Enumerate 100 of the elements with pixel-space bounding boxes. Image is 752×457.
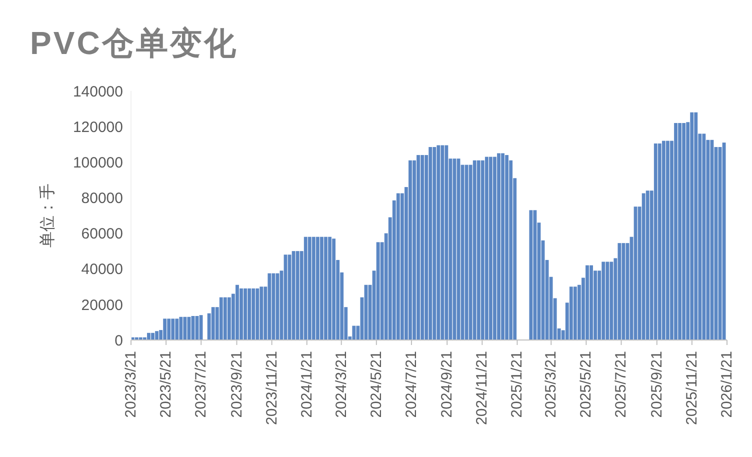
- x-tick-label: 2024/9/21: [438, 351, 456, 418]
- x-tick-label: 2024/3/21: [332, 351, 350, 418]
- bar: [702, 134, 706, 340]
- bar: [167, 318, 171, 340]
- bar: [248, 288, 252, 340]
- x-tick-label: 2025/7/21: [612, 351, 630, 418]
- bar: [288, 254, 292, 340]
- bar: [690, 112, 694, 340]
- bar: [501, 153, 504, 340]
- bar: [308, 236, 312, 340]
- y-tick-label: 100000: [72, 154, 123, 172]
- bar: [211, 307, 215, 340]
- bar: [268, 273, 272, 340]
- y-tick-label: 40000: [81, 261, 123, 278]
- bar: [304, 236, 308, 340]
- bar: [440, 145, 444, 340]
- bar: [324, 236, 328, 340]
- x-tick-label: 2024/11/21: [474, 351, 491, 425]
- bar: [642, 193, 646, 340]
- chart-title: PVC仓单变化: [30, 24, 238, 63]
- bar: [590, 265, 593, 340]
- bar: [654, 143, 658, 340]
- bar: [163, 318, 167, 340]
- bar: [529, 210, 533, 340]
- y-axis-title: 单位：手: [38, 184, 57, 248]
- x-tick-label: 2025/11/21: [683, 351, 700, 425]
- bar: [662, 140, 666, 340]
- bar: [352, 326, 356, 340]
- bar: [151, 332, 154, 340]
- bar: [505, 155, 508, 340]
- bar: [147, 332, 150, 340]
- bar: [179, 316, 183, 340]
- bar: [260, 286, 264, 340]
- bar: [464, 164, 468, 340]
- x-tick-label: 2025/3/21: [542, 351, 560, 418]
- x-tick-label: 2024/1/21: [298, 351, 316, 418]
- bar: [296, 251, 300, 340]
- y-tick-label: 80000: [81, 190, 123, 208]
- bar: [646, 190, 650, 340]
- bar: [408, 160, 412, 340]
- bar: [682, 123, 686, 340]
- bar: [533, 210, 537, 340]
- bar: [694, 112, 698, 340]
- bar: [328, 236, 332, 340]
- bar: [573, 286, 577, 340]
- y-tick-label: 60000: [81, 226, 123, 243]
- bar: [155, 331, 158, 340]
- bar: [658, 143, 662, 340]
- bar: [476, 160, 480, 340]
- x-tick-label: 2024/5/21: [368, 351, 385, 418]
- x-tick-label: 2023/7/21: [192, 351, 210, 418]
- bar: [219, 297, 223, 340]
- bar: [175, 318, 179, 340]
- x-tick-label: 2025/5/21: [578, 351, 595, 418]
- bar: [252, 288, 256, 340]
- bar: [480, 160, 484, 340]
- bar: [236, 284, 239, 340]
- bar: [183, 316, 187, 340]
- x-tick-label: 2025/1/21: [508, 351, 526, 418]
- bar: [320, 236, 324, 340]
- bar: [436, 145, 440, 340]
- bar: [272, 273, 276, 340]
- bar: [420, 155, 424, 340]
- x-tick-label: 2023/9/21: [228, 351, 246, 418]
- bar: [223, 297, 227, 340]
- bar: [678, 123, 682, 340]
- bar: [618, 243, 622, 340]
- y-tick-label: 140000: [72, 83, 123, 100]
- x-tick-label: 2024/7/21: [402, 351, 420, 418]
- bar: [292, 251, 296, 340]
- bar: [428, 147, 432, 340]
- bar: [472, 160, 476, 340]
- bar: [569, 286, 573, 340]
- bar: [240, 288, 243, 340]
- bar: [376, 242, 380, 340]
- x-tick-label: 2023/3/21: [122, 351, 140, 418]
- bar: [416, 155, 420, 340]
- bar: [171, 318, 175, 340]
- x-tick-label: 2023/5/21: [158, 351, 175, 418]
- bar: [488, 156, 492, 340]
- x-tick-label: 2025/9/21: [648, 351, 666, 418]
- y-tick-label: 20000: [81, 296, 123, 314]
- bar: [468, 164, 472, 340]
- bar: [332, 238, 336, 340]
- bar: [602, 262, 606, 340]
- bar: [316, 236, 320, 340]
- bar: [622, 243, 626, 340]
- bar: [610, 262, 614, 340]
- bar: [586, 265, 589, 340]
- bar: [312, 236, 316, 340]
- bar: [497, 153, 500, 340]
- bar: [722, 142, 726, 340]
- bar: [606, 262, 610, 340]
- bar: [484, 156, 488, 340]
- bar: [244, 288, 247, 340]
- bar: [674, 123, 678, 340]
- bar: [256, 288, 260, 340]
- y-tick-label: 120000: [72, 118, 123, 136]
- bar: [432, 147, 436, 340]
- bar: [666, 140, 670, 340]
